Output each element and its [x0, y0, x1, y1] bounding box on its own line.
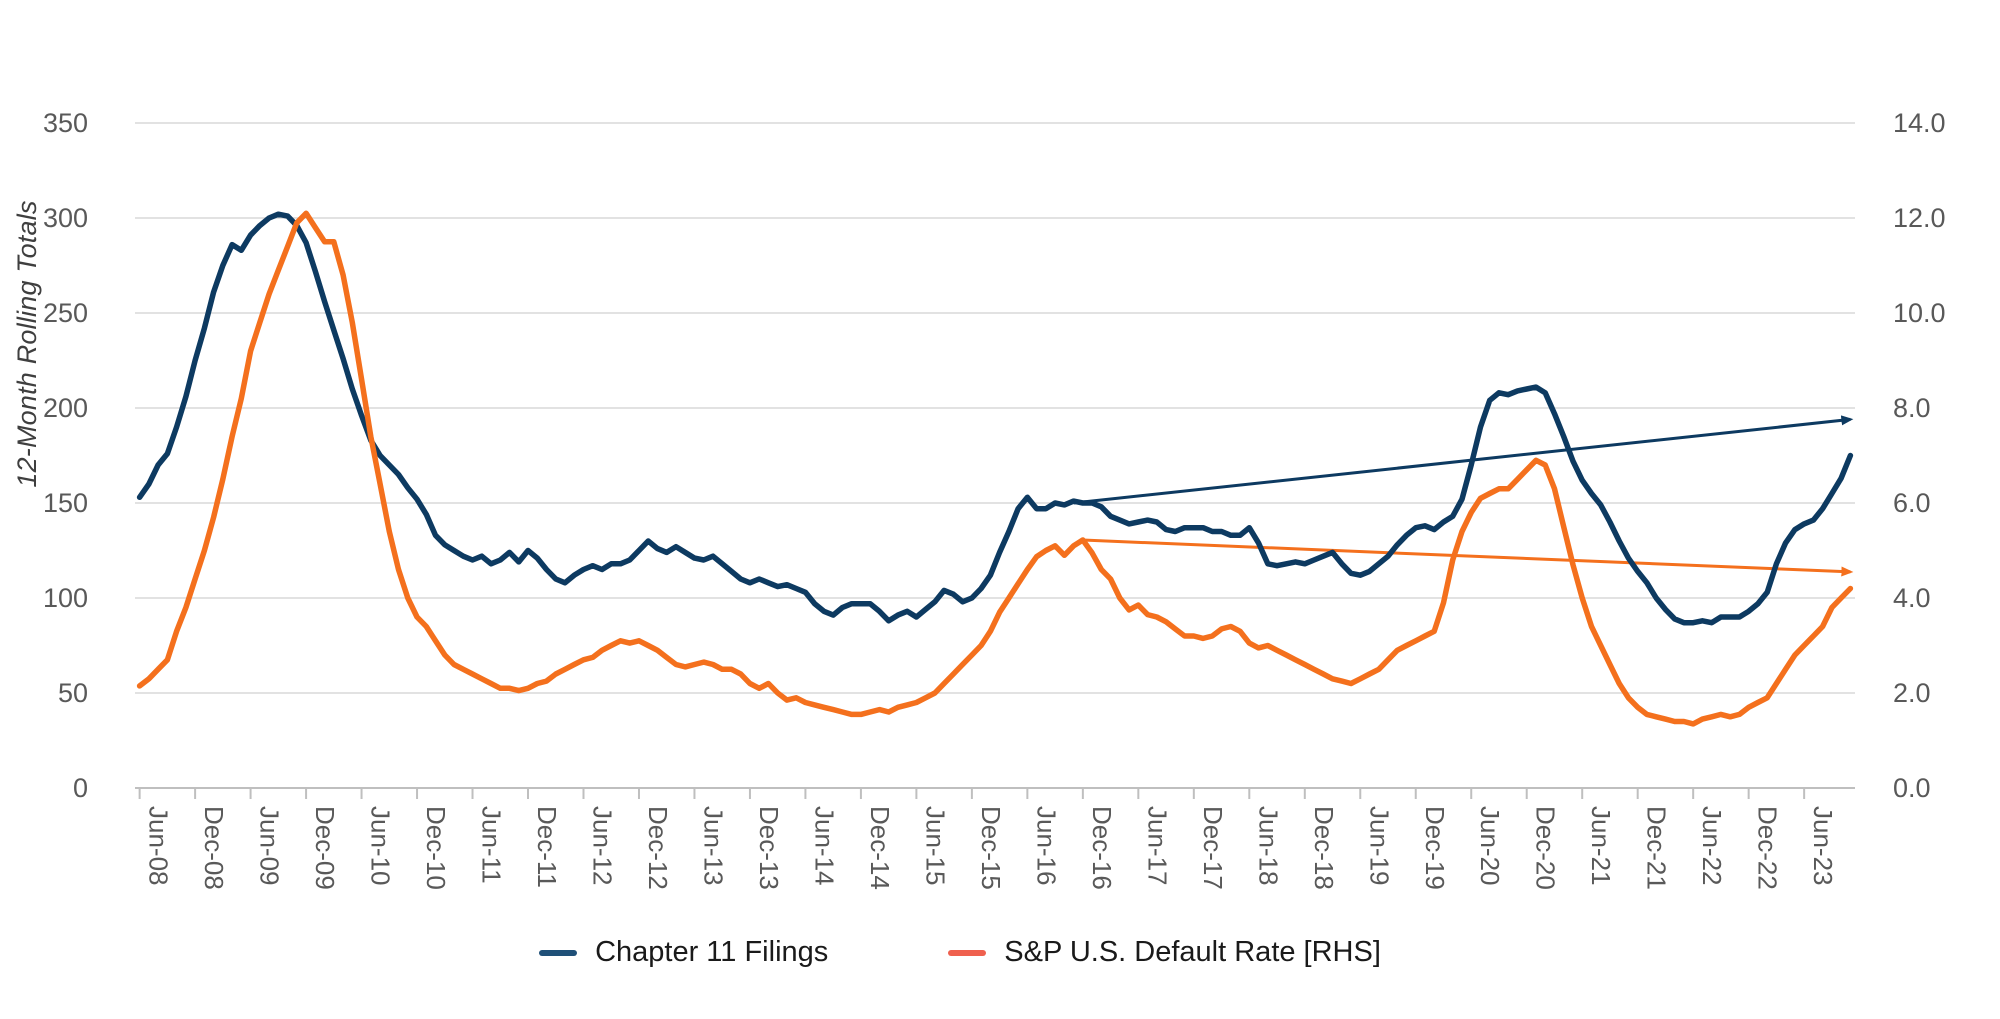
x-axis-tick-label: Jun-19 [1364, 806, 1394, 886]
x-axis-tick-label: Dec-16 [1087, 806, 1117, 890]
legend-item-chapter11: Chapter 11 Filings [539, 936, 828, 969]
x-axis-tick-label: Jun-15 [920, 806, 950, 886]
data-series-lines [136, 210, 1854, 727]
x-axis-tick-labels: Jun-08 Dec-08 Jun-09 Dec-09 Jun-10 Dec-10 Jun-… [144, 806, 1839, 890]
left-axis-tick-label: 100 [43, 583, 88, 613]
x-axis-tick-label: Dec-13 [754, 806, 784, 890]
legend-label-chapter11: Chapter 11 Filings [595, 936, 829, 968]
x-axis-tick-label: Dec-15 [976, 806, 1006, 890]
x-axis-tick-label: Jun-09 [255, 806, 285, 886]
x-axis-tick-label: Dec-17 [1198, 806, 1228, 890]
x-axis [138, 788, 1806, 799]
x-axis-tick-label: Jun-14 [809, 806, 839, 886]
x-axis-tick-label: Dec-20 [1531, 806, 1561, 890]
left-axis-tick-labels: 350 300 250 200 150 100 50 0 [43, 108, 88, 803]
right-axis-tick-label: 0.0 [1893, 773, 1931, 803]
trend-arrows [1073, 415, 1854, 577]
right-axis-tick-label: 6.0 [1893, 488, 1931, 518]
trend-arrow [1073, 415, 1854, 505]
x-axis-tick-label: Dec-09 [310, 806, 340, 890]
x-axis-tick-label: Dec-21 [1642, 806, 1672, 890]
x-axis-tick-label: Jun-08 [144, 806, 174, 886]
x-axis-tick-label: Dec-10 [421, 806, 451, 890]
x-axis-tick-label: Dec-19 [1420, 806, 1450, 890]
x-axis-tick-label: Dec-18 [1309, 806, 1339, 890]
x-axis-tick-label: Jun-20 [1475, 806, 1505, 886]
left-axis-tick-label: 350 [43, 108, 88, 138]
right-axis-tick-label: 12.0 [1893, 203, 1946, 233]
x-axis-tick-label: Jun-18 [1253, 806, 1283, 886]
legend-item-default-rate: S&P U.S. Default Rate [RHS] [948, 936, 1381, 969]
right-axis-tick-label: 2.0 [1893, 678, 1931, 708]
x-axis-tick-label: Jun-21 [1586, 806, 1616, 886]
left-axis-tick-label: 0 [73, 773, 88, 803]
x-axis-tick-label: Jun-10 [366, 806, 396, 886]
x-axis-tick-label: Jun-12 [587, 806, 617, 886]
gridlines [135, 122, 1855, 789]
series-line [136, 211, 1854, 626]
x-axis-tick-label: Jun-16 [1031, 806, 1061, 886]
x-axis-tick-label: Dec-22 [1753, 806, 1783, 890]
x-axis-tick-label: Jun-11 [477, 806, 507, 884]
right-axis-tick-label: 14.0 [1893, 108, 1946, 138]
right-axis-tick-labels: 14.0 12.0 10.0 8.0 6.0 4.0 2.0 0.0 [1893, 108, 1946, 803]
legend-label-default-rate: S&P U.S. Default Rate [RHS] [1004, 936, 1381, 968]
right-axis-tick-label: 10.0 [1893, 298, 1946, 328]
x-axis-tick-label: Jun-22 [1697, 806, 1727, 886]
x-axis-tick-label: Dec-08 [199, 806, 229, 890]
x-axis-tick-label: Jun-17 [1142, 806, 1172, 886]
trend-arrow [1082, 538, 1854, 577]
x-axis-tick-label: Jun-23 [1808, 806, 1838, 886]
left-axis-tick-label: 150 [43, 488, 88, 518]
left-axis-tick-label: 200 [43, 393, 88, 423]
left-axis-tick-label: 300 [43, 203, 88, 233]
left-axis-tick-label: 50 [58, 678, 88, 708]
right-axis-tick-label: 8.0 [1893, 393, 1931, 423]
left-axis-title: 12-Month Rolling Totals [12, 200, 42, 488]
x-axis-tick-label: Jun-13 [698, 806, 728, 886]
right-axis-tick-label: 4.0 [1893, 583, 1931, 613]
legend-swatch-chapter11 [539, 949, 578, 956]
legend-swatch-default-rate [948, 949, 987, 956]
left-axis-tick-label: 250 [43, 298, 88, 328]
x-axis-tick-label: Dec-12 [643, 806, 673, 890]
x-axis-tick-label: Dec-11 [532, 806, 562, 888]
series-line [136, 210, 1854, 727]
legend: Chapter 11 Filings S&P U.S. Default Rate… [0, 936, 1920, 969]
x-axis-tick-label: Dec-14 [865, 806, 895, 890]
